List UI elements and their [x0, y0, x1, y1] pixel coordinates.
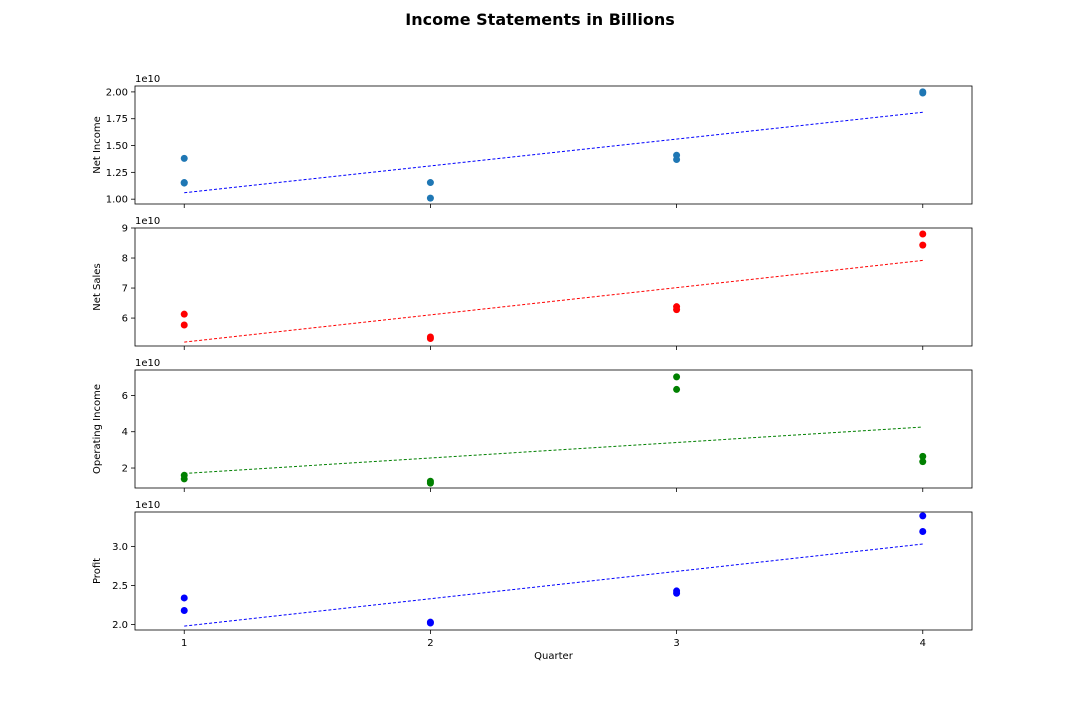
net-sales-point-5 [673, 306, 681, 314]
operating-income-ytick-label-0: 2 [122, 464, 128, 475]
net-sales-point-1 [180, 321, 188, 329]
net-income-point-3 [426, 179, 434, 187]
net-income-point-2 [180, 179, 188, 187]
operating-income-point-4 [673, 373, 681, 381]
profit-point-3 [426, 619, 434, 627]
xtick-label-1: 2 [427, 638, 433, 649]
net-sales-trend-line [184, 259, 923, 343]
net-income-offset-label: 1e10 [135, 74, 160, 85]
xtick-label-3: 4 [920, 638, 926, 649]
net-income-point-4 [426, 194, 434, 202]
net-income-ytick-label-1: 1.25 [106, 168, 128, 179]
net-income-axes-frame [134, 85, 973, 205]
xtick-label-2: 3 [673, 638, 679, 649]
operating-income-trend-line [184, 426, 923, 474]
profit-ytick-label-0: 2.0 [112, 620, 128, 631]
profit-ytick-label-2: 3.0 [112, 542, 128, 553]
profit-ylabel: Profit [92, 558, 103, 584]
operating-income-ylabel: Operating Income [92, 384, 103, 474]
net-income-point-6 [673, 155, 681, 163]
net-sales-ytick-label-0: 6 [122, 314, 128, 325]
operating-income-point-1 [180, 475, 188, 483]
net-income-point-0 [180, 154, 188, 162]
net-income-trend-line [184, 111, 923, 194]
profit-point-6 [919, 512, 927, 520]
profit-trend-line [184, 543, 923, 627]
profit-point-1 [180, 606, 188, 614]
net-sales-point-3 [426, 334, 434, 342]
profit-ytick-label-1: 2.5 [112, 581, 128, 592]
xtick-label-0: 1 [181, 638, 187, 649]
operating-income-point-6 [919, 452, 927, 460]
profit-offset-label: 1e10 [135, 500, 160, 511]
operating-income-point-7 [919, 458, 927, 466]
net-sales-point-0 [180, 310, 188, 318]
profit-point-7 [919, 528, 927, 536]
net-sales-ytick-label-3: 9 [122, 224, 128, 235]
net-income-ytick-label-3: 1.75 [106, 114, 128, 125]
net-sales-offset-label: 1e10 [135, 216, 160, 227]
net-sales-ytick-label-2: 8 [122, 254, 128, 265]
net-income-ytick-label-4: 2.00 [106, 87, 128, 98]
operating-income-axes-frame [134, 369, 973, 489]
net-sales-ylabel: Net Sales [92, 263, 103, 310]
chart-title: Income Statements in Billions [405, 10, 675, 29]
operating-income-point-5 [673, 385, 681, 393]
net-income-ytick-label-2: 1.50 [106, 141, 128, 152]
operating-income-ytick-label-1: 4 [122, 427, 128, 438]
net-sales-axes-frame [134, 227, 973, 347]
net-income-ylabel: Net Income [92, 116, 103, 174]
operating-income-ytick-label-2: 6 [122, 391, 128, 402]
net-income-ytick-label-0: 1.00 [106, 195, 128, 206]
profit-point-5 [673, 589, 681, 597]
net-sales-point-7 [919, 241, 927, 249]
net-sales-point-6 [919, 230, 927, 238]
operating-income-offset-label: 1e10 [135, 358, 160, 369]
profit-point-0 [180, 594, 188, 602]
x-axis-label: Quarter [534, 651, 574, 662]
net-sales-ytick-label-1: 7 [122, 284, 128, 295]
profit-axes-frame [134, 511, 973, 631]
operating-income-point-3 [426, 479, 434, 487]
net-income-point-8 [919, 89, 927, 97]
